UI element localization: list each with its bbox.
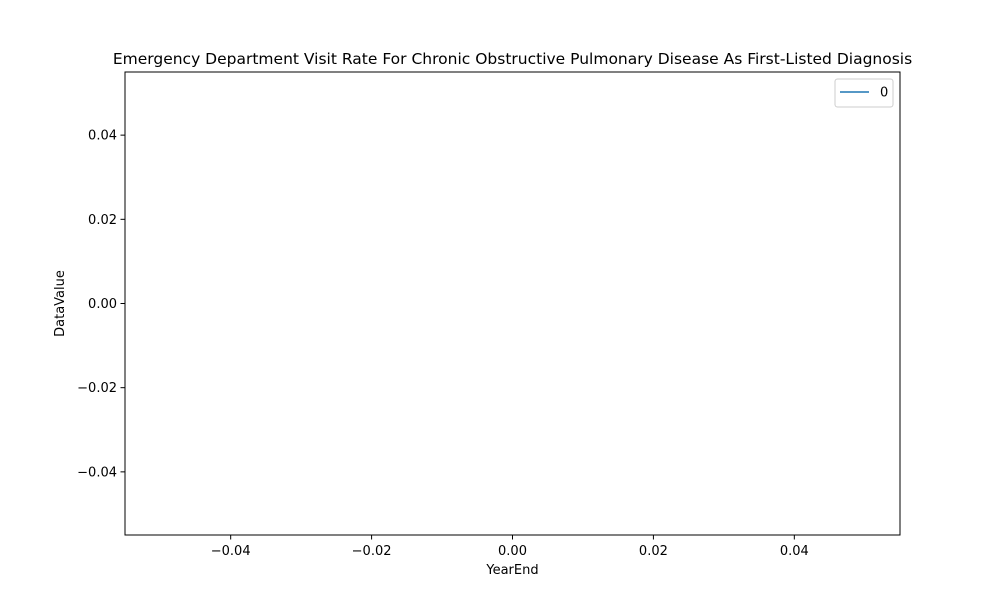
y-tick-label: −0.04 — [77, 465, 117, 480]
legend: 0 — [834, 78, 894, 108]
x-axis-label: YearEnd — [485, 563, 538, 578]
legend-box — [834, 78, 894, 108]
x-tick-label: 0.00 — [498, 544, 527, 559]
legend-label: 0 — [880, 86, 888, 101]
y-tick-label: −0.02 — [77, 381, 117, 396]
y-tick-label: 0.02 — [88, 213, 117, 228]
x-tick-label: 0.04 — [780, 544, 809, 559]
x-tick-label: −0.04 — [211, 544, 251, 559]
x-tick-label: 0.02 — [639, 544, 668, 559]
chart-title: Emergency Department Visit Rate For Chro… — [113, 50, 912, 68]
y-tick-label: 0.00 — [88, 297, 117, 312]
y-axis: −0.04 −0.02 0.00 0.02 0.04 — [77, 129, 125, 480]
y-tick-label: 0.04 — [88, 129, 117, 144]
x-axis: −0.04 −0.02 0.00 0.02 0.04 — [211, 535, 809, 559]
y-axis-label: DataValue — [53, 270, 68, 337]
x-tick-label: −0.02 — [352, 544, 392, 559]
